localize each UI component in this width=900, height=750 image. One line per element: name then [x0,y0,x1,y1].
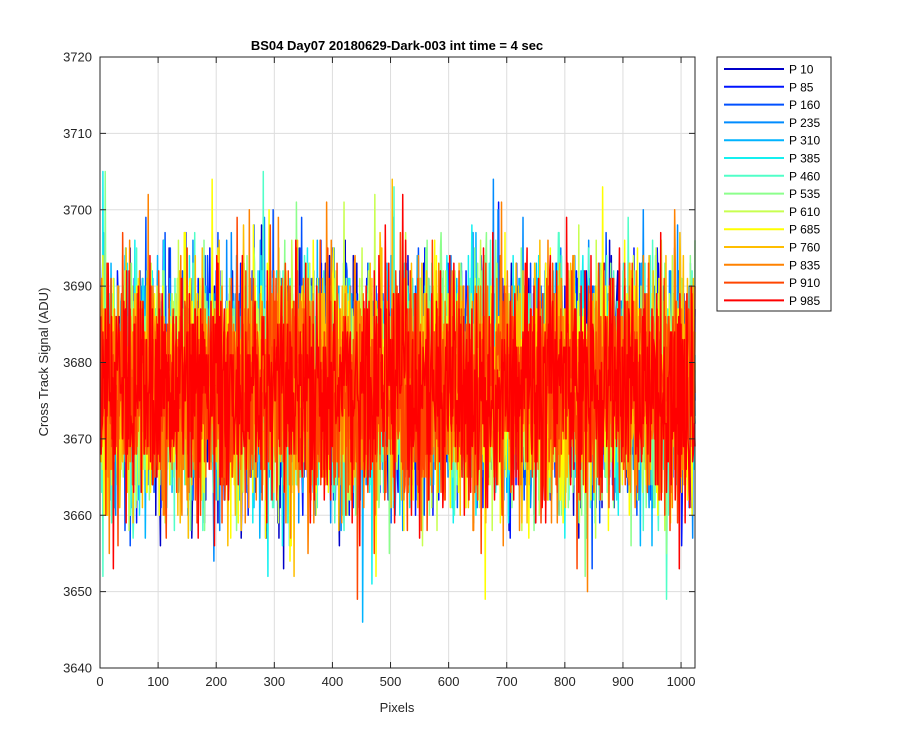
x-axis-label: Pixels [380,700,415,715]
x-tick-label: 0 [96,674,103,689]
x-tick-label: 800 [554,674,576,689]
y-axis-label: Cross Track Signal (ADU) [36,288,51,437]
y-tick-label: 3700 [63,202,92,217]
legend-label: P 610 [789,205,820,219]
legend-label: P 160 [789,98,820,112]
axis-ticks: 0 100 200 300 400 500 600 700 800 900 1000 3640 3650… [63,50,695,690]
legend-label: P 985 [789,294,820,308]
legend-label: P 460 [789,169,820,183]
legend-label: P 760 [789,241,820,255]
legend-label: P 535 [789,187,820,201]
x-tick-label: 100 [147,674,169,689]
legend-label: P 85 [789,80,814,94]
legend-label: P 685 [789,223,820,237]
legend: P 10 P 85 P 160 P 235 P 310 P 385 P 460 P 535 P … [716,56,832,312]
x-tick-label: 700 [496,674,518,689]
x-tick-label: 400 [322,674,344,689]
legend-label: P 835 [789,258,820,272]
series-line [99,193,696,570]
y-tick-label: 3670 [63,431,92,446]
legend-label: P 10 [789,63,814,77]
y-tick-label: 3650 [63,584,92,599]
x-tick-label: 200 [205,674,227,689]
x-tick-label: 500 [380,674,402,689]
x-tick-label: 900 [612,674,634,689]
x-tick-label: 1000 [667,674,696,689]
chart-title: BS04 Day07 20180629-Dark-003 int time = … [251,38,543,53]
legend-box [716,56,832,312]
y-tick-label: 3660 [63,508,92,523]
legend-label: P 235 [789,116,820,130]
y-tick-label: 3640 [63,661,92,676]
y-tick-label: 3690 [63,279,92,294]
series-layer [99,170,696,623]
x-tick-label: 600 [438,674,460,689]
y-tick-label: 3720 [63,50,92,65]
x-tick-label: 300 [263,674,285,689]
legend-label: P 385 [789,152,820,166]
y-tick-label: 3710 [63,126,92,141]
legend-label: P 910 [789,276,820,290]
legend-label: P 310 [789,134,820,148]
y-tick-label: 3680 [63,355,92,370]
